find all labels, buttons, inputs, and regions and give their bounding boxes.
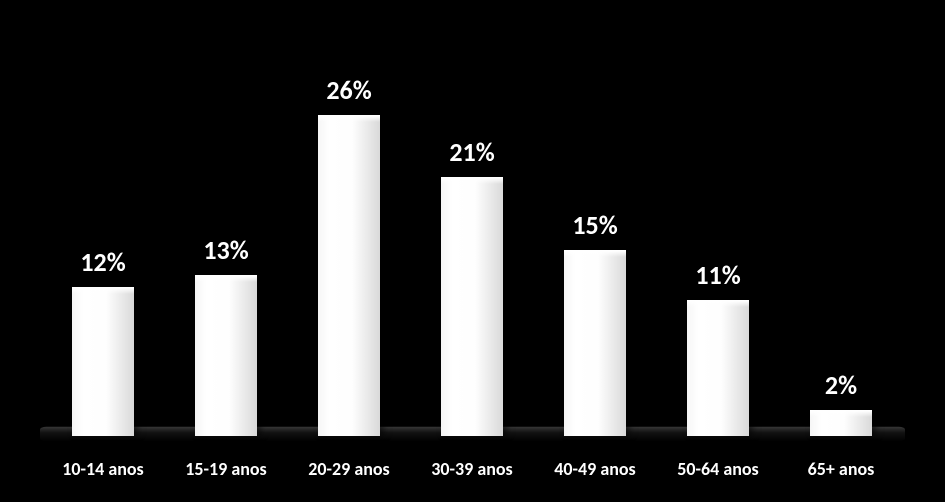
bar-slot: 15%40-49 anos [564, 251, 626, 442]
bar-slot: 21%30-39 anos [441, 178, 503, 442]
bar [318, 115, 380, 436]
bar-category-label: 30-39 anos [431, 458, 512, 480]
bar-value-label: 21% [449, 136, 494, 168]
bar-category-label: 20-29 anos [308, 458, 389, 480]
bar-slot: 11%50-64 anos [687, 301, 749, 442]
bar-value-label: 15% [572, 209, 617, 241]
bar-slot: 13%15-19 anos [195, 276, 257, 442]
bar-category-label: 15-19 anos [185, 458, 266, 480]
bar [441, 177, 503, 436]
age-distribution-bar-chart: 12%10-14 anos13%15-19 anos26%20-29 anos2… [0, 0, 945, 502]
bar-slot: 2%65+ anos [810, 411, 872, 442]
bar [72, 287, 134, 436]
bar-category-label: 65+ anos [808, 458, 875, 480]
bar-value-label: 12% [80, 246, 125, 278]
bar-category-label: 40-49 anos [554, 458, 635, 480]
bar-slot: 26%20-29 anos [318, 116, 380, 442]
bar [810, 410, 872, 436]
bar [564, 250, 626, 436]
plot-area: 12%10-14 anos 13%15-19 anos 26%20-29 anos 2… [40, 42, 905, 442]
bar-value-label: 26% [326, 74, 371, 106]
bar-slot: 12%10-14 anos [72, 288, 134, 442]
bar-value-label: 2% [825, 369, 857, 401]
bar-value-label: 13% [203, 234, 248, 266]
bar-category-label: 50-64 anos [677, 458, 758, 480]
bar-value-label: 11% [695, 259, 740, 291]
bar [195, 275, 257, 436]
bar [687, 300, 749, 436]
bar-category-label: 10-14 anos [62, 458, 143, 480]
